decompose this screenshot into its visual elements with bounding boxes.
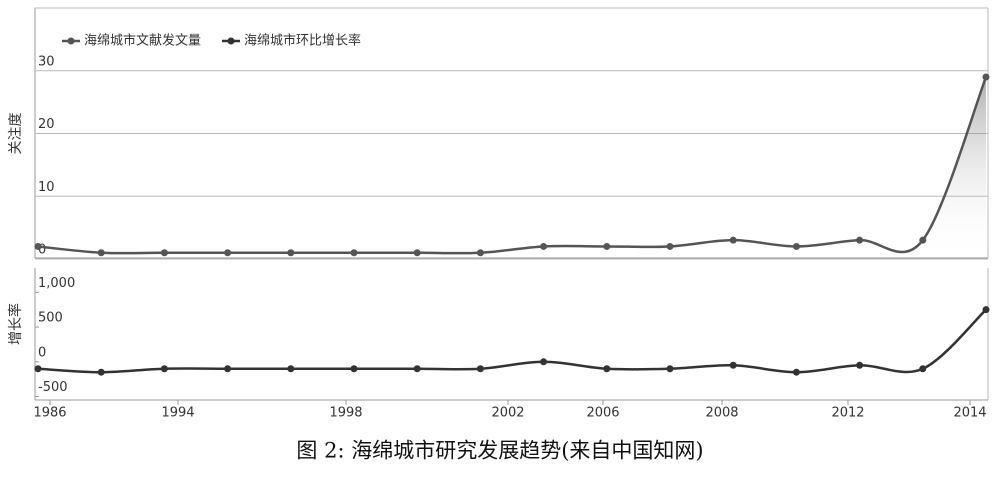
- point: [350, 249, 358, 257]
- point: [160, 365, 168, 373]
- point: [97, 368, 105, 376]
- y-tick-label: 0: [38, 345, 46, 360]
- y-tick-label: 1,000: [38, 276, 75, 291]
- point: [666, 242, 674, 250]
- legend-label: 海绵城市文献发文量: [84, 33, 201, 49]
- point: [476, 365, 484, 373]
- point: [603, 242, 611, 250]
- point: [919, 365, 927, 373]
- caption: 图 2: 海绵城市研究发展趋势(来自中国知网): [296, 439, 703, 463]
- x-tick-label: 2012: [831, 406, 864, 421]
- x-tick-label: 1998: [329, 406, 362, 421]
- point: [792, 368, 800, 376]
- y-tick-label: 500: [38, 311, 63, 326]
- point: [856, 236, 864, 244]
- point: [476, 249, 484, 257]
- point: [287, 249, 295, 257]
- legend-marker: [227, 37, 235, 45]
- point: [603, 365, 611, 373]
- point: [666, 365, 674, 373]
- x-tick-label: 1994: [161, 406, 194, 421]
- point: [792, 242, 800, 250]
- y-tick-label: -500: [38, 380, 68, 395]
- x-tick-label: 2006: [586, 406, 619, 421]
- line: [37, 308, 987, 374]
- point: [34, 242, 42, 250]
- point: [413, 365, 421, 373]
- x-tick-label: 1986: [33, 406, 66, 421]
- point: [919, 236, 927, 244]
- point: [540, 358, 548, 366]
- line: [37, 76, 988, 255]
- point: [287, 365, 295, 373]
- y-tick-label: 20: [38, 117, 55, 132]
- point: [982, 306, 990, 314]
- x-tick-label: 2014: [953, 406, 986, 421]
- point: [413, 249, 421, 257]
- point: [540, 242, 548, 250]
- point: [350, 365, 358, 373]
- area: [38, 77, 986, 260]
- point: [856, 361, 864, 369]
- point: [729, 236, 737, 244]
- point: [160, 249, 168, 257]
- point: [34, 365, 42, 373]
- y-tick-label: 30: [38, 54, 55, 69]
- x-tick-label: 2002: [491, 406, 524, 421]
- legend-marker: [67, 37, 75, 45]
- y-axis-label: 关注度: [8, 113, 24, 155]
- point: [224, 365, 232, 373]
- y-axis-label: 增长率: [7, 303, 24, 345]
- x-tick-label: 2008: [705, 406, 738, 421]
- point: [97, 249, 105, 257]
- point: [224, 249, 232, 257]
- point: [729, 361, 737, 369]
- legend-label: 海绵城市环比增长率: [244, 33, 361, 49]
- y-tick-label: 10: [38, 180, 55, 195]
- point: [982, 73, 990, 81]
